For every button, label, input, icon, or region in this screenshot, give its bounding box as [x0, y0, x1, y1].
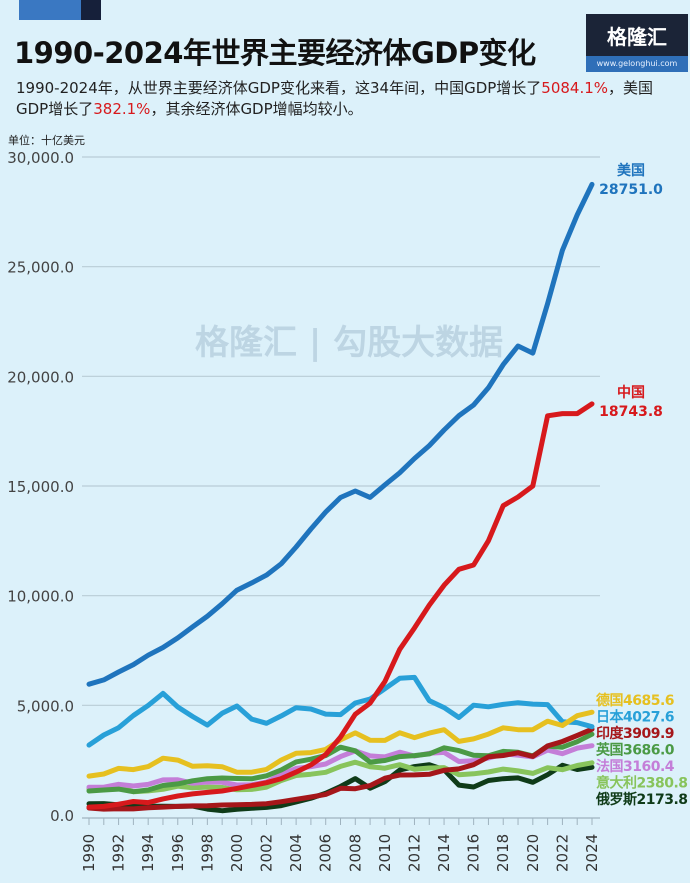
china-growth: 5084.1% [541, 79, 609, 97]
x-tick-label: 2008 [346, 834, 364, 872]
series-end-label: 印度3909.9 [596, 725, 674, 742]
series-line-日本 [86, 674, 595, 748]
series-line-英国 [86, 731, 595, 795]
logo-text: 格隆汇 [607, 25, 667, 49]
series-name: 英国 [595, 742, 623, 759]
x-tick-label: 2016 [465, 834, 483, 872]
page-title: 1990-2024年世界主要经济体GDP变化 [14, 36, 536, 70]
x-tick-label: 2010 [376, 834, 394, 872]
series-end-label: 英国3686.0 [595, 742, 675, 759]
logo-url: www.gelonghui.com [586, 56, 688, 72]
series-value-label: 28751.0 [599, 182, 663, 198]
series-value: 3160.4 [623, 759, 675, 775]
us-growth: 382.1% [93, 100, 151, 118]
x-tick-label: 2006 [317, 834, 335, 872]
series-end-label: 意大利2380.8 [596, 775, 688, 792]
series-name: 意大利 [596, 775, 637, 792]
x-tick-label: 1996 [169, 834, 187, 872]
series-line-意大利 [86, 759, 595, 795]
x-tick-label: 2024 [583, 834, 601, 872]
decorative-bar-dark [81, 0, 101, 20]
series-name: 俄罗斯 [595, 791, 637, 808]
y-tick-label: 30,000.0 [7, 149, 74, 167]
series-line-中国 [86, 401, 595, 810]
y-tick-label: 15,000.0 [7, 478, 74, 496]
x-tick-label: 2000 [228, 834, 246, 872]
subtitle-text: ，美国GDP增长了 [16, 79, 654, 118]
x-tick-label: 2012 [405, 834, 423, 872]
y-tick-label: 0.0 [50, 807, 74, 825]
series-name: 法国 [596, 758, 623, 775]
unit-label: 单位：十亿美元 [8, 134, 85, 147]
x-tick-label: 2022 [553, 834, 571, 872]
series-end-label: 德国4685.6 [596, 692, 674, 709]
x-tick-label: 2002 [258, 834, 276, 872]
watermark: 格隆汇 | 勾股大数据 [195, 323, 504, 363]
series-end-label: 法国3160.4 [596, 758, 675, 775]
series-value: 4027.6 [623, 710, 674, 726]
series-name: 印度 [596, 725, 624, 742]
series-end-label: 日本4027.6 [596, 709, 674, 726]
series-value-label: 18743.8 [599, 404, 663, 420]
series-name: 德国 [596, 692, 623, 709]
series-end-label: 俄罗斯2173.8 [595, 791, 688, 808]
series-value: 2380.8 [637, 776, 688, 792]
series-line-美国 [86, 181, 595, 687]
series-value: 4685.6 [623, 693, 674, 709]
subtitle: 1990-2024年，从世界主要经济体GDP变化来看，这34年间，中国GDP增长… [16, 78, 676, 120]
x-tick-label: 2004 [287, 834, 305, 872]
x-tick-label: 2018 [494, 834, 512, 872]
subtitle-text: 1990-2024年，从世界主要经济体GDP变化来看，这34年间，中国GDP增长… [16, 79, 542, 97]
brand-logo: 格隆汇 www.gelonghui.com [586, 14, 688, 72]
decorative-bar [19, 0, 81, 20]
x-tick-label: 2020 [524, 834, 542, 872]
x-tick-label: 2014 [435, 834, 453, 872]
series-value: 2173.8 [637, 792, 688, 808]
y-tick-label: 5,000.0 [17, 697, 74, 715]
x-tick-label: 1992 [110, 834, 128, 872]
x-tick-label: 1998 [198, 834, 216, 872]
subtitle-text: ，其余经济体GDP增幅均较小。 [150, 100, 363, 118]
y-tick-label: 20,000.0 [7, 368, 74, 386]
x-tick-label: 1994 [139, 834, 157, 872]
series-name-label: 美国 [617, 162, 645, 179]
y-tick-label: 10,000.0 [7, 588, 74, 606]
x-tick-label: 1990 [80, 834, 98, 872]
series-name-label: 中国 [617, 384, 645, 401]
series-value: 3909.9 [623, 726, 674, 742]
series-name: 日本 [596, 709, 624, 726]
y-tick-label: 25,000.0 [7, 259, 74, 277]
series-value: 3686.0 [623, 743, 675, 759]
series-line-印度 [86, 726, 595, 812]
